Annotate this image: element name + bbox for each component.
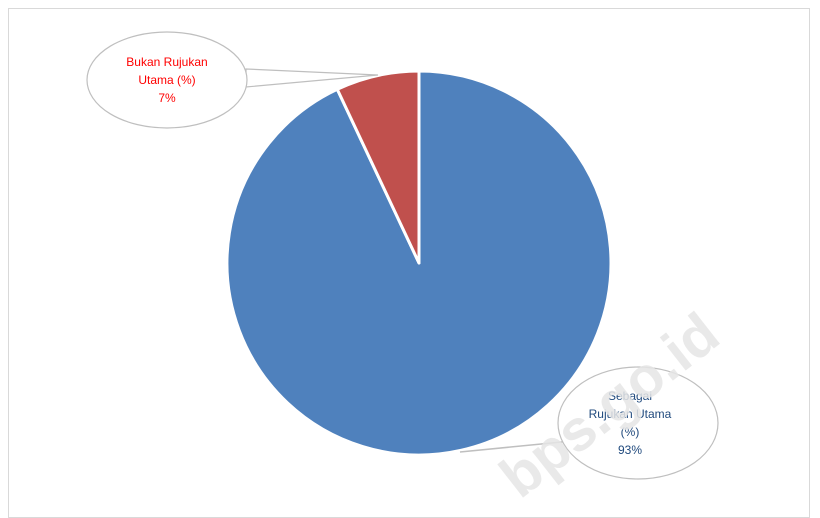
callout-label-line-1: Bukan Rujukan xyxy=(126,55,207,69)
pie-slices xyxy=(225,69,613,457)
callout-leader-line xyxy=(459,440,573,453)
callout-bubble xyxy=(86,31,248,129)
callout-bukan-rujukan-utama: Bukan Rujukan Utama (%) 7% xyxy=(86,31,379,129)
callout-label-line-1: Sebagai xyxy=(608,389,652,403)
callout-value-label: 93% xyxy=(618,443,642,457)
callout-label-line-2: Rujukan Utama xyxy=(589,407,672,421)
callout-sebagai-rujukan-utama: Sebagai Rujukan Utama (%) 93% xyxy=(459,366,719,480)
callout-label-line-3: (%) xyxy=(621,425,640,439)
callout-value-label: 7% xyxy=(158,91,176,105)
callout-label-line-2: Utama (%) xyxy=(138,73,195,87)
callout-bubble xyxy=(557,366,719,480)
